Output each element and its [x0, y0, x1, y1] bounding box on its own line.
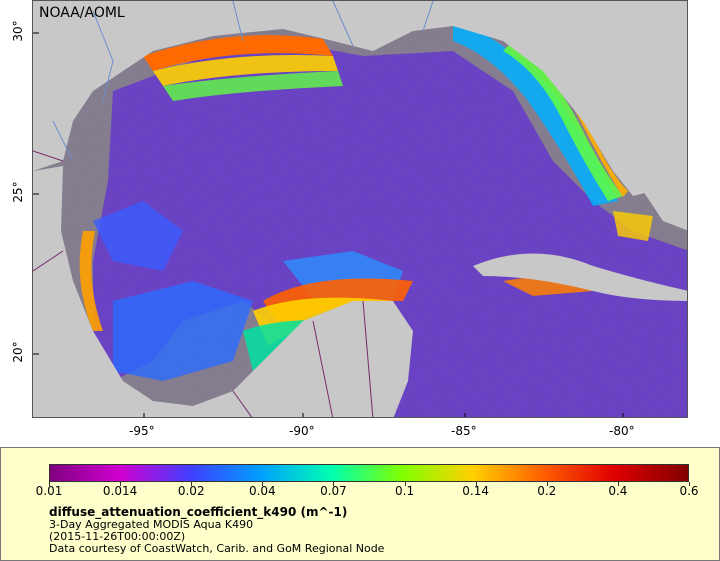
map-canvas — [33, 1, 687, 417]
legend-credit: Data courtesy of CoastWatch, Carib. and … — [49, 542, 385, 555]
legend-time: (2015-11-26T00:00:00Z) — [49, 530, 186, 543]
colorbar-tickmark — [617, 482, 619, 486]
colorbar-tick-label: 0.02 — [177, 484, 205, 498]
x-tick-label: -85° — [451, 424, 477, 438]
colorbar-tick-label: 0.14 — [462, 484, 490, 498]
colorbar-tickmark — [475, 482, 477, 486]
y-tick-label: 30° — [11, 20, 25, 42]
colorbar-tick-label: 0.04 — [248, 484, 276, 498]
colorbar-tickmark — [191, 482, 193, 486]
colorbar-tickmark — [49, 482, 50, 486]
colorbar-tick-label: 0.6 — [679, 484, 699, 498]
colorbar-tickmark — [689, 482, 690, 486]
colorbar — [49, 464, 689, 482]
colorbar-tickmark — [333, 482, 335, 486]
legend-panel: 0.01 0.014 0.02 0.04 0.07 0.1 0.14 0.2 0.4 0.6 di… — [0, 447, 720, 561]
colorbar-tick-label: 0.07 — [320, 484, 347, 498]
legend-subtitle: 3-Day Aggregated MODIS Aqua K490 — [49, 518, 254, 531]
colorbar-tickmark — [546, 482, 548, 486]
map-panel[interactable]: NOAA/AOML — [32, 0, 688, 418]
colorbar-tick-label: 0.4 — [608, 484, 628, 498]
colorbar-tick-label: 0.2 — [537, 484, 557, 498]
colorbar-tick-label: 0.01 — [35, 484, 63, 498]
y-tick-label: 25° — [11, 181, 25, 203]
boundary-lines — [33, 150, 374, 417]
x-tick-label: -90° — [289, 424, 315, 438]
colorbar-tickmark — [120, 482, 122, 486]
colorbar-tickmark — [404, 482, 406, 486]
x-tick-label: -95° — [129, 424, 155, 438]
colorbar-tick-label: 0.1 — [395, 484, 415, 498]
x-tick-label: -80° — [609, 424, 635, 438]
colorbar-tick-label: 0.014 — [102, 484, 138, 498]
river-lines — [52, 1, 434, 162]
land-layer — [33, 1, 687, 417]
axis-ticks — [33, 32, 624, 417]
colorbar-tickmark — [262, 482, 264, 486]
watermark-label: NOAA/AOML — [39, 5, 125, 21]
y-tick-label: 20° — [11, 341, 25, 363]
legend-title: diffuse_attenuation_coefficient_k490 (m^… — [49, 505, 348, 519]
